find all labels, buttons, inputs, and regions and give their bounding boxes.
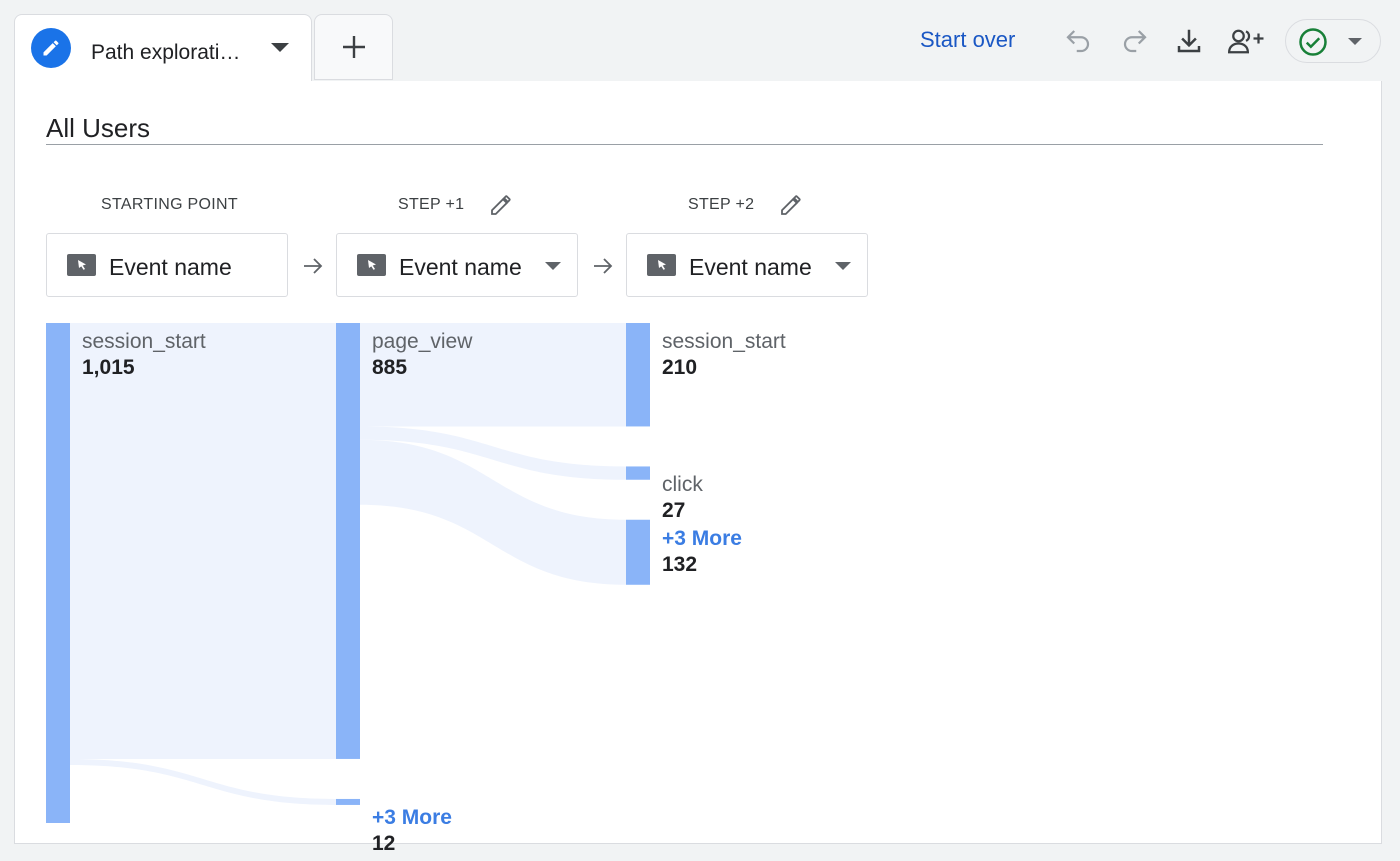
step-header-step-1: STEP +1 <box>398 196 465 213</box>
chevron-down-icon[interactable] <box>271 43 289 52</box>
redo-icon <box>1123 30 1147 53</box>
starting-point-dimension[interactable]: Event name <box>46 233 288 297</box>
step-2-dimension-dropdown[interactable]: Event name <box>626 233 868 297</box>
edit-step-2-icon[interactable] <box>778 192 804 218</box>
node-bar[interactable] <box>336 323 360 759</box>
redo-button[interactable] <box>1115 22 1155 60</box>
undo-button[interactable] <box>1058 22 1098 60</box>
start-over-button[interactable]: Start over <box>920 27 1016 52</box>
node-name: page_view <box>372 330 473 353</box>
more-nodes-link[interactable]: +3 More <box>662 526 742 550</box>
flow-link <box>70 323 336 759</box>
step-1-dimension-dropdown[interactable]: Event name <box>336 233 578 297</box>
save-status-dropdown[interactable] <box>1285 19 1381 63</box>
node-count: 1,015 <box>82 356 135 379</box>
node-name: session_start <box>82 330 206 353</box>
chevron-down-icon <box>545 262 561 270</box>
node-count: 885 <box>372 356 408 379</box>
node-bar[interactable] <box>626 466 650 480</box>
node-count: 132 <box>662 552 698 576</box>
arrow-right-icon <box>594 258 613 274</box>
download-icon <box>1177 29 1201 53</box>
share-button[interactable] <box>1226 22 1266 60</box>
edit-step-1-icon[interactable] <box>488 192 514 218</box>
cursor-icon <box>67 254 96 276</box>
more-nodes-link[interactable]: +3 More <box>372 805 452 829</box>
flow-link <box>360 426 626 480</box>
node-bar[interactable] <box>336 798 360 805</box>
download-button[interactable] <box>1169 22 1209 60</box>
chevron-down-icon <box>1348 38 1362 45</box>
top-bar: Path explorati… Start over <box>0 0 1400 82</box>
tab-path-exploration[interactable]: Path explorati… <box>14 14 312 82</box>
node-name: click <box>662 473 703 497</box>
node-count: 12 <box>372 831 396 855</box>
flow-link <box>70 758 336 805</box>
tab-label: Path explorati… <box>91 41 241 64</box>
dimension-label: Event name <box>109 254 232 280</box>
node-bar[interactable] <box>46 323 70 823</box>
plus-icon <box>342 36 365 58</box>
chevron-down-icon <box>835 262 851 270</box>
cursor-icon <box>357 254 386 276</box>
check-circle-icon <box>1299 28 1327 56</box>
pencil-icon <box>31 28 71 68</box>
flow-link <box>360 323 626 427</box>
node-count: 210 <box>662 356 698 379</box>
cursor-icon <box>647 254 676 276</box>
node-count: 27 <box>662 499 686 523</box>
add-person-icon <box>1227 29 1264 54</box>
segment-title: All Users <box>46 113 151 143</box>
arrow-right-icon <box>304 258 323 274</box>
node-bar[interactable] <box>626 519 650 585</box>
add-tab-button[interactable] <box>314 14 393 80</box>
step-header-step-2: STEP +2 <box>688 196 755 213</box>
dimension-label: Event name <box>689 254 812 280</box>
node-name: session_start <box>662 330 786 353</box>
undo-icon <box>1066 30 1090 53</box>
dimension-label: Event name <box>399 254 522 280</box>
flow-link <box>360 439 626 585</box>
divider <box>46 144 1323 145</box>
step-header-starting-point: STARTING POINT <box>101 196 238 213</box>
node-bar[interactable] <box>626 323 650 427</box>
